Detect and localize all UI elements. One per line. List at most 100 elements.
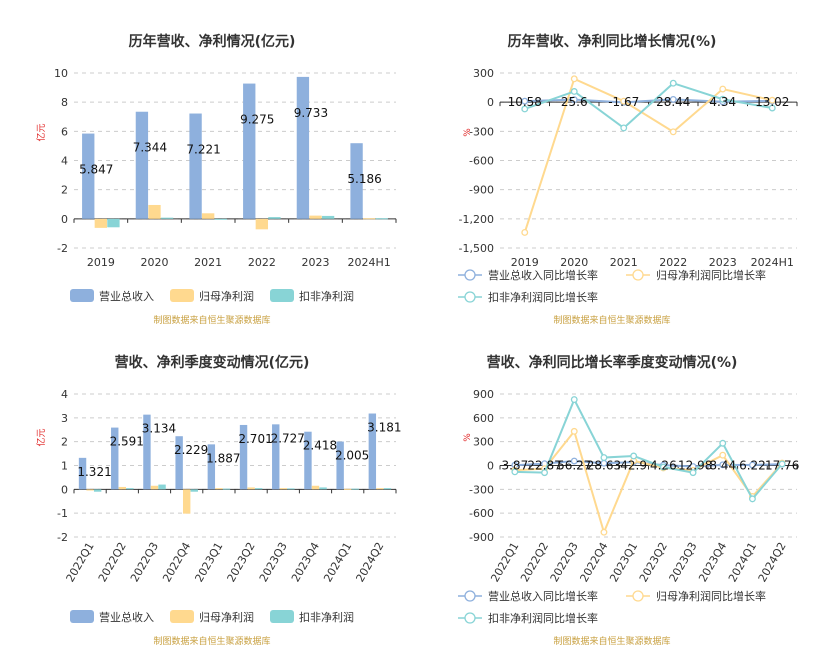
series-line-2 [514, 429, 783, 536]
y-tick-label: 3 [61, 412, 68, 425]
x-tick-label: 2021 [194, 256, 222, 269]
data-label: 5.186 [347, 172, 381, 186]
y-tick-label: -1,200 [459, 213, 494, 226]
legend-label: 归母净利润 [199, 289, 254, 303]
x-tick-label: 2023Q2 [637, 540, 670, 584]
bar-deducted-profit [107, 218, 120, 228]
y-tick-label: -1,500 [459, 242, 494, 255]
bar-net-profit [148, 204, 161, 219]
y-tick-label: -300 [469, 125, 494, 138]
data-label: 13.02 [755, 95, 789, 109]
legend-label: 营业总收入同比增长率 [488, 589, 598, 603]
series-point-3 [570, 88, 578, 95]
data-label: 8.44 [709, 459, 736, 473]
x-tick-label: 2022Q4 [160, 540, 193, 584]
data-label: 28.63 [587, 459, 621, 473]
y-tick-label: 2 [61, 184, 68, 197]
legend-marker [464, 269, 476, 281]
bar-deducted-profit [254, 488, 263, 490]
x-tick-label: 2022Q2 [96, 540, 129, 584]
series-line-3 [524, 82, 773, 130]
y-tick-label: 0 [61, 483, 68, 496]
source-note: 制图数据来自恒生聚源数据库 [153, 314, 270, 326]
data-label: 4.34 [709, 95, 736, 109]
data-label: 22.87 [527, 459, 561, 473]
data-label: 3.134 [142, 422, 176, 436]
bar-deducted-profit [158, 484, 166, 490]
bar-deducted-profit [222, 488, 231, 490]
bar-revenue [189, 113, 202, 219]
bar-net-profit [247, 487, 255, 490]
legend-label: 扣非净利润同比增长率 [488, 611, 598, 625]
x-tick-label: 2022 [248, 256, 276, 269]
data-label: 7.344 [133, 141, 167, 155]
legend-label: 归母净利润同比增长率 [656, 268, 766, 282]
y-tick-label: 0 [487, 96, 494, 109]
source-note: 制图数据来自恒生聚源数据库 [553, 314, 670, 326]
data-label: 56.27 [557, 459, 591, 473]
x-tick-label: 2019 [87, 256, 115, 269]
series-point-3 [620, 124, 628, 132]
bar-net-profit [86, 489, 94, 491]
legend-label: 营业总收入 [99, 289, 154, 303]
y-tick-label: 0 [487, 460, 494, 473]
y-tick-label: -900 [469, 184, 494, 197]
x-tick-label: 2024H1 [348, 256, 391, 269]
x-tick-label: 2023Q3 [667, 540, 700, 584]
data-label: 1.887 [206, 451, 240, 465]
chart-4: 营收、净利同比增长率季度变动情况(%) 900 600 300 0 -300 -600 -90… [458, 354, 799, 647]
series-point-3 [630, 452, 638, 460]
y-tick-label: 600 [473, 412, 494, 425]
x-tick-label: 2023 [709, 256, 737, 269]
data-label: 25.6 [561, 95, 588, 109]
data-label: 2.005 [335, 449, 369, 463]
data-label: 2.591 [110, 435, 144, 449]
y-unit-label: % [463, 128, 473, 137]
legend-label: 归母净利润同比增长率 [656, 589, 766, 603]
series-point-2 [719, 451, 727, 459]
legend-swatch [270, 610, 294, 623]
chart-2: 历年营收、净利同比增长情况(%) 300 0 -300 -600 -900 -1,200 -1… [458, 33, 798, 326]
bar-deducted-profit [160, 217, 174, 219]
data-label: 5.847 [79, 163, 113, 177]
x-tick-label: 2023Q1 [607, 540, 640, 584]
x-tick-label: 2022Q3 [548, 540, 581, 584]
legend-label: 扣非净利润 [299, 289, 354, 303]
y-tick-label: 0 [61, 213, 68, 226]
bar-net-profit [182, 489, 191, 514]
series-point-1 [570, 96, 578, 104]
x-tick-label: 2021 [610, 256, 638, 269]
x-tick-label: 2024Q1 [726, 540, 759, 584]
bar-net-profit [201, 213, 215, 219]
series-point-1 [669, 95, 677, 103]
data-label: 4.26 [650, 459, 677, 473]
series-point-3 [749, 495, 756, 503]
series-point-3 [719, 95, 727, 103]
bar-revenue [82, 133, 95, 219]
bar-revenue [272, 424, 280, 490]
bar-revenue [78, 457, 87, 490]
legend-swatch [70, 610, 94, 623]
y-tick-label: 4 [61, 388, 68, 401]
series-point-1 [570, 457, 578, 465]
bar-revenue [143, 414, 151, 490]
legend-label: 归母净利润 [199, 610, 254, 624]
x-tick-label: 2022Q2 [518, 540, 551, 584]
bar-revenue [368, 413, 377, 490]
bar-net-profit [309, 215, 322, 219]
y-tick-label: -2 [57, 531, 68, 544]
bar-revenue [135, 111, 149, 219]
series-point-3 [669, 79, 677, 87]
bar-deducted-profit [126, 488, 134, 490]
x-tick-label: 2022Q1 [488, 540, 521, 584]
y-tick-label: -2 [57, 242, 68, 255]
legend: 营业总收入 归母净利润 扣非净利润 [70, 610, 354, 624]
data-label: 3.181 [367, 421, 401, 435]
bar-net-profit [94, 218, 108, 228]
bar-deducted-profit [375, 218, 388, 220]
legend-swatch [70, 289, 94, 302]
